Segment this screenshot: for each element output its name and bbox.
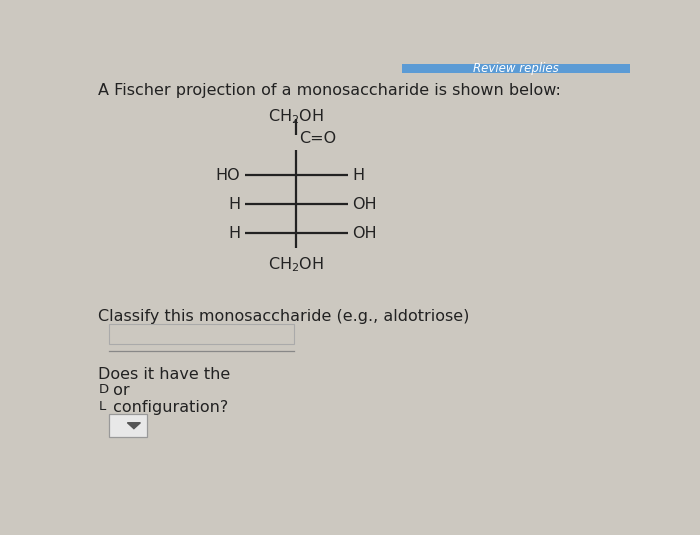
Text: or: or [108,384,130,399]
Text: OH: OH [352,226,377,241]
FancyBboxPatch shape [402,64,630,73]
Text: Review replies: Review replies [473,62,559,75]
Text: OH: OH [352,197,377,212]
Text: L: L [98,400,106,413]
FancyBboxPatch shape [109,414,147,437]
Text: A Fischer projection of a monosaccharide is shown below:: A Fischer projection of a monosaccharide… [98,83,561,98]
FancyBboxPatch shape [109,324,294,345]
Text: H: H [228,197,241,212]
Text: Classify this monosaccharide (e.g., aldotriose): Classify this monosaccharide (e.g., aldo… [98,309,470,324]
Text: D: D [98,384,108,396]
Text: configuration?: configuration? [108,400,228,415]
Text: H: H [352,168,365,183]
Polygon shape [127,423,141,429]
Text: H: H [228,226,241,241]
Text: HO: HO [216,168,241,183]
Text: CH$_2$OH: CH$_2$OH [268,108,324,126]
Text: Does it have the: Does it have the [98,367,230,382]
Text: CH$_2$OH: CH$_2$OH [268,256,324,274]
Text: C=O: C=O [299,131,336,146]
